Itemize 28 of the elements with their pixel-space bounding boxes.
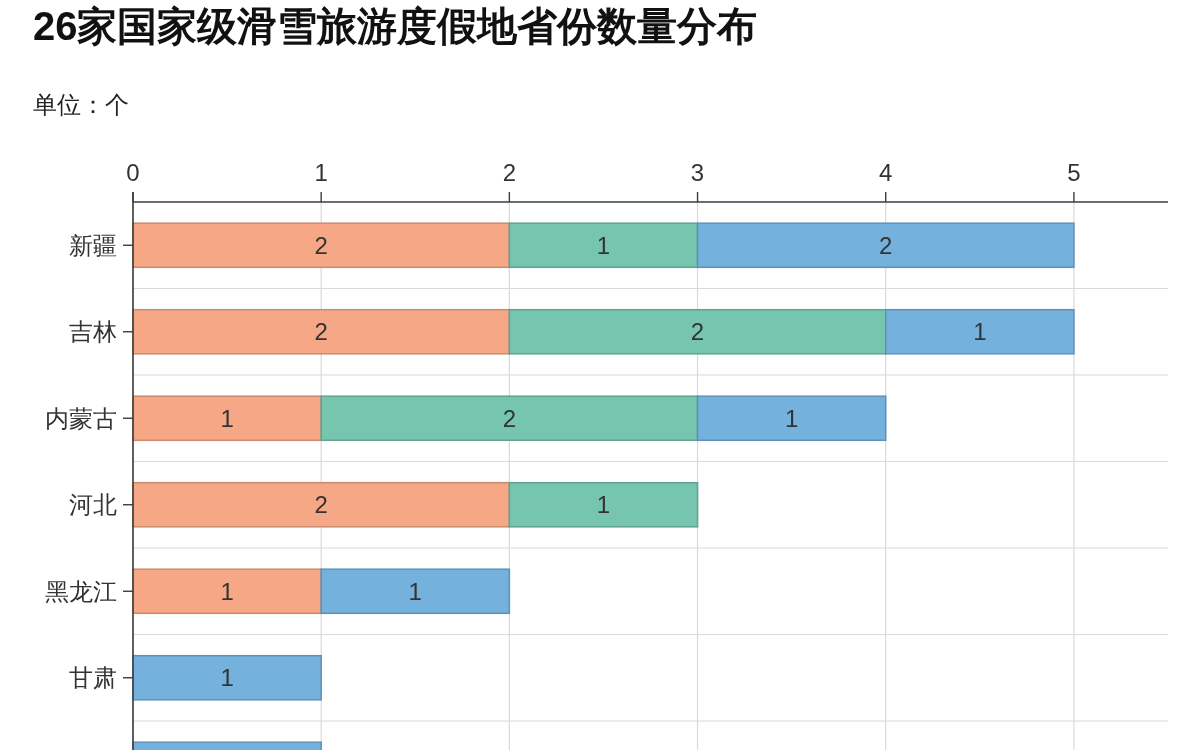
data-label: 1 (973, 318, 987, 346)
data-label: 2 (314, 231, 328, 259)
x-tick-label: 0 (126, 159, 140, 186)
data-label: 1 (596, 491, 611, 519)
data-label: 1 (596, 231, 611, 259)
y-tick-label: 新疆 (69, 231, 117, 259)
data-label: 2 (314, 318, 328, 346)
data-label: 1 (220, 664, 234, 692)
y-tick-label: 甘肃 (69, 664, 117, 692)
y-tick-label: 吉林 (69, 318, 117, 346)
data-label: 2 (314, 491, 328, 519)
data-label: 2 (690, 318, 705, 346)
data-label: 2 (502, 404, 517, 432)
data-label: 2 (879, 231, 893, 259)
title: 26家国家级滑雪旅游度假地省份数量分布 (33, 4, 758, 48)
y-tick-label: 内蒙古 (45, 404, 117, 432)
x-tick-label: 5 (1067, 159, 1081, 186)
y-tick-label: 河北 (69, 491, 117, 519)
x-tick-label: 1 (314, 159, 328, 186)
x-tick-label: 2 (502, 159, 517, 186)
subtitle: 单位：个 (33, 91, 129, 118)
y-tick-label: 黑龙江 (45, 577, 117, 605)
x-tick-label: 3 (690, 159, 705, 186)
data-label: 1 (220, 577, 234, 605)
data-label: 1 (220, 404, 234, 432)
data-label: 1 (784, 404, 799, 432)
x-tick-label: 4 (879, 159, 893, 186)
data-label: 1 (408, 577, 422, 605)
